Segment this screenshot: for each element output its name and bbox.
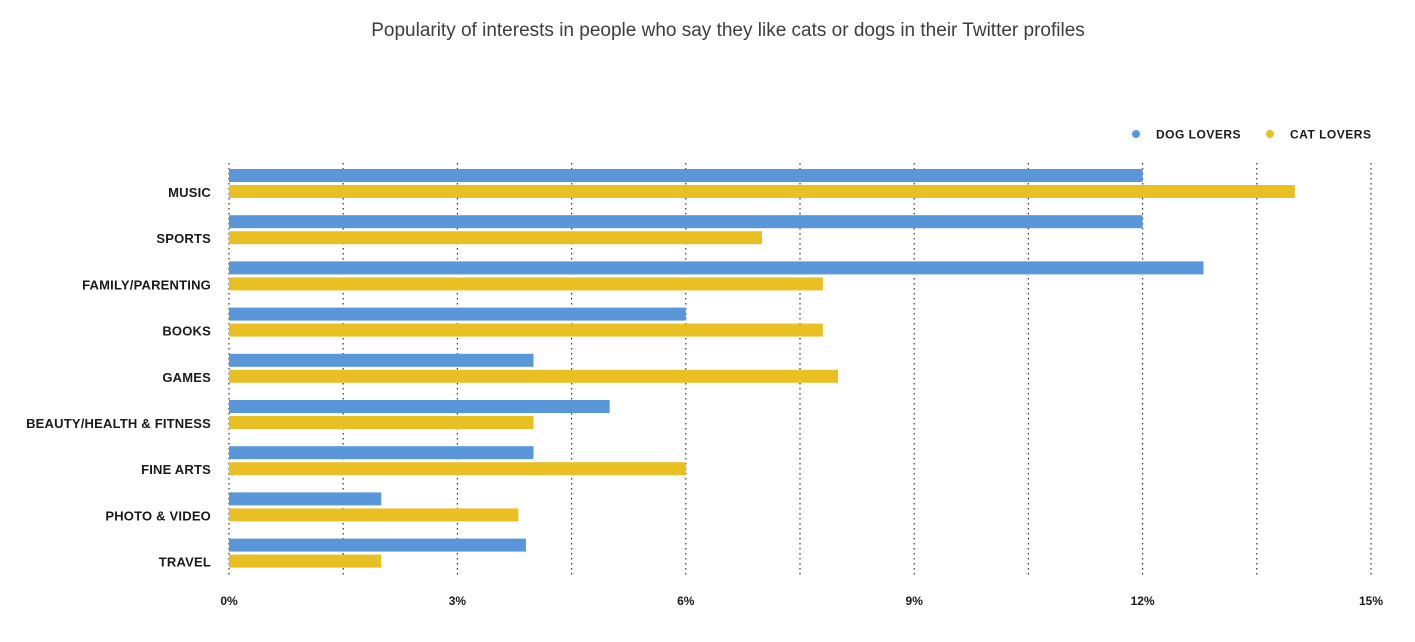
- legend-label: DOG LOVERS: [1156, 128, 1241, 142]
- bar-dog-lovers: [229, 400, 610, 413]
- bar-cat-lovers: [229, 369, 839, 383]
- category-label: BOOKS: [162, 324, 211, 339]
- bar-dog-lovers: [229, 353, 534, 367]
- bar-dog-lovers: [229, 261, 1204, 275]
- bar-cat-lovers: [229, 508, 519, 522]
- x-tick-label: 15%: [1359, 594, 1383, 608]
- bar-cat-lovers: [229, 554, 382, 568]
- category-label: PHOTO & VIDEO: [105, 508, 211, 523]
- bar-dog-lovers: [229, 307, 686, 321]
- bar-cat-lovers: [229, 462, 686, 476]
- bar-dog-lovers: [229, 492, 382, 506]
- bar-cat-lovers: [229, 231, 762, 245]
- x-tick-label: 6%: [677, 594, 695, 608]
- x-tick-label: 3%: [449, 594, 467, 608]
- x-axis-ticks: 0% 3% 6% 9% 12% 15%: [220, 594, 1383, 608]
- category-label: BEAUTY/HEALTH & FITNESS: [26, 416, 211, 431]
- category-label: FINE ARTS: [141, 462, 211, 477]
- category-label: FAMILY/PARENTING: [82, 277, 211, 292]
- bar-cat-lovers: [229, 277, 823, 291]
- bar-dog-lovers: [229, 538, 526, 552]
- bar-cat-lovers: [229, 323, 823, 337]
- legend-label: CAT LOVERS: [1290, 128, 1371, 142]
- bar-dog-lovers: [229, 446, 534, 460]
- category-label: GAMES: [162, 370, 211, 385]
- bar-cat-lovers: [229, 185, 1295, 198]
- bar-dog-lovers: [229, 215, 1143, 229]
- legend: DOG LOVERS CAT LOVERS: [1132, 128, 1371, 142]
- legend-marker: [1266, 130, 1274, 138]
- category-label: TRAVEL: [159, 555, 211, 570]
- chart-title: Popularity of interests in people who sa…: [371, 20, 1085, 41]
- x-tick-label: 9%: [906, 594, 924, 608]
- category-labels: MUSIC SPORTS FAMILY/PARENTING BOOKS GAMES BEA…: [26, 185, 211, 570]
- legend-marker: [1132, 130, 1140, 138]
- x-tick-label: 12%: [1131, 594, 1155, 608]
- x-tick-label: 0%: [220, 594, 238, 608]
- category-label: MUSIC: [168, 185, 211, 200]
- bar-dog-lovers: [229, 169, 1143, 182]
- category-label: SPORTS: [156, 231, 211, 246]
- bars: [229, 169, 1295, 568]
- bar-cat-lovers: [229, 416, 534, 429]
